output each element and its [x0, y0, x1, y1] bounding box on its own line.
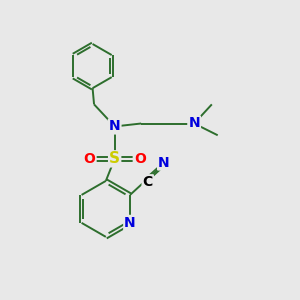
Text: N: N	[109, 119, 121, 134]
Text: S: S	[109, 151, 120, 166]
Text: N: N	[158, 155, 170, 170]
Text: O: O	[84, 152, 96, 166]
Text: N: N	[124, 216, 136, 230]
Text: O: O	[134, 152, 146, 166]
Text: C: C	[142, 175, 153, 189]
Text: N: N	[188, 116, 200, 130]
